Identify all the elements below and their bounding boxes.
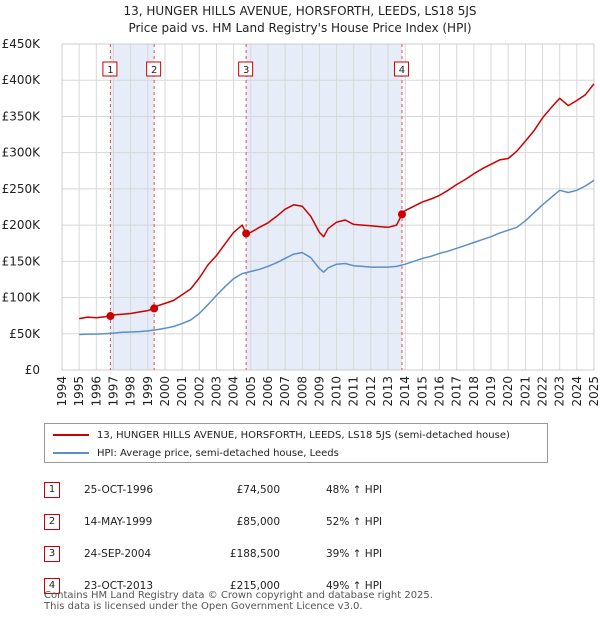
sale-hpi-change: 49% ↑ HPI	[326, 580, 383, 592]
x-tick-label: 2017	[450, 376, 464, 407]
x-tick-label: 2014	[398, 376, 412, 407]
sale-number-box-2	[146, 61, 162, 77]
sale-point-3	[242, 229, 251, 238]
ownership-shade-2	[246, 44, 402, 370]
ownership-shade-1	[110, 44, 155, 370]
sale-hpi-change: 48% ↑ HPI	[326, 484, 383, 496]
legend-label-property: 13, HUNGER HILLS AVENUE, HORSFORTH, LEED…	[97, 429, 510, 441]
sale-date: 25-OCT-1996	[84, 484, 153, 496]
x-tick-label: 2021	[518, 376, 532, 407]
y-tick-label: £250K	[2, 182, 42, 196]
x-tick-label: 2007	[278, 376, 292, 407]
sale-number-label-3: 3	[243, 65, 249, 76]
sale-number-label-4: 4	[399, 65, 405, 76]
x-tick-label: 2015	[415, 376, 429, 407]
legend-label-hpi: HPI: Average price, semi-detached house,…	[97, 447, 339, 459]
table-row: 2 14-MAY-1999 £85,000 52% ↑ HPI	[44, 506, 446, 538]
x-tick-label: 2018	[467, 376, 481, 407]
x-tick-label: 2006	[261, 376, 275, 407]
x-tick-label: 2012	[364, 376, 378, 407]
footer: Contains HM Land Registry data © Crown c…	[44, 590, 433, 612]
x-tick-label: 2003	[209, 376, 223, 407]
sale-number-label-2: 2	[151, 65, 157, 76]
x-tick-label: 2013	[381, 376, 395, 407]
plot-area: £0 £50K £100K £150K £200K £250K £300K £350K £400…	[2, 37, 600, 407]
chart-title-line1: 13, HUNGER HILLS AVENUE, HORSFORTH, LEED…	[123, 4, 476, 18]
legend-swatch-property	[53, 434, 89, 436]
y-tick-label: £0	[25, 363, 40, 377]
x-tick-label: 2016	[433, 376, 447, 407]
sale-badge: 1	[44, 482, 60, 498]
sale-number-label-1: 1	[107, 65, 113, 76]
legend-swatch-hpi	[53, 452, 89, 454]
x-tick-label: 2020	[501, 376, 515, 407]
sale-date: 23-OCT-2013	[84, 580, 153, 592]
y-tick-label: £50K	[9, 327, 41, 341]
sale-point-1	[106, 312, 115, 321]
x-tick-label: 2009	[312, 376, 326, 407]
y-tick-label: £450K	[2, 37, 42, 51]
price-chart: 13, HUNGER HILLS AVENUE, HORSFORTH, LEED…	[2, 4, 600, 407]
y-tick-label: £200K	[2, 218, 42, 232]
sale-point-2	[150, 304, 159, 313]
x-tick-label: 2024	[570, 376, 584, 407]
footer-line2: This data is licensed under the Open Gov…	[44, 601, 363, 612]
x-tick-label: 2004	[227, 376, 241, 407]
x-tick-label: 2001	[175, 376, 189, 407]
x-tick-label: 1995	[72, 376, 86, 407]
x-tick-label: 1998	[124, 376, 138, 407]
sales-table: 1 25-OCT-1996 £74,500 48% ↑ HPI 2 14-MAY…	[44, 474, 446, 602]
x-tick-label: 1999	[141, 376, 155, 407]
sale-hpi-change: 39% ↑ HPI	[326, 548, 383, 560]
x-tick-label: 2000	[158, 376, 172, 407]
sale-number-box-1	[102, 61, 118, 77]
table-row: 1 25-OCT-1996 £74,500 48% ↑ HPI	[44, 474, 446, 506]
y-tick-label: £100K	[2, 291, 42, 305]
sale-price: £188,500	[229, 548, 280, 560]
sale-date: 24-SEP-2004	[84, 548, 152, 560]
sale-number-box-4	[393, 61, 409, 77]
x-tick-label: 2002	[192, 376, 206, 407]
x-tick-label: 1997	[106, 376, 120, 407]
sale-price: £85,000	[236, 516, 280, 528]
plot-frame	[61, 43, 595, 371]
sale-badge: 3	[44, 546, 60, 562]
table-row: 3 24-SEP-2004 £188,500 39% ↑ HPI	[44, 538, 446, 570]
sale-badge: 4	[44, 578, 60, 594]
sale-hpi-change: 52% ↑ HPI	[326, 516, 383, 528]
sale-badge: 2	[44, 514, 60, 530]
legend-item-property: 13, HUNGER HILLS AVENUE, HORSFORTH, LEED…	[53, 426, 510, 444]
sale-price: £74,500	[236, 484, 280, 496]
x-tick-label: 2010	[330, 376, 344, 407]
legend-item-hpi: HPI: Average price, semi-detached house,…	[53, 444, 339, 462]
y-tick-label: £300K	[2, 146, 42, 160]
series-line-hpi	[79, 179, 595, 336]
x-tick-label: 2022	[536, 376, 550, 407]
x-tick-label: 2019	[484, 376, 498, 407]
y-tick-label: £400K	[2, 73, 42, 87]
x-tick-label: 2011	[347, 376, 361, 407]
sale-date: 14-MAY-1999	[84, 516, 153, 528]
sale-point-4	[397, 210, 406, 219]
y-tick-label: £150K	[2, 254, 42, 268]
chart-title-line2: Price paid vs. HM Land Registry's House …	[128, 21, 471, 35]
x-tick-label: 2005	[244, 376, 258, 407]
legend: 13, HUNGER HILLS AVENUE, HORSFORTH, LEED…	[44, 423, 548, 463]
table-row: 4 23-OCT-2013 £215,000 49% ↑ HPI	[44, 570, 446, 602]
x-tick-label: 1994	[55, 376, 69, 407]
x-tick-label: 2025	[587, 376, 600, 407]
footer-line1: Contains HM Land Registry data © Crown c…	[44, 590, 433, 601]
x-tick-label: 1996	[89, 376, 103, 407]
sale-number-box-3	[238, 61, 254, 77]
x-tick-label: 2023	[553, 376, 567, 407]
x-tick-label: 2008	[295, 376, 309, 407]
sale-price: £215,000	[229, 580, 280, 592]
y-tick-label: £350K	[2, 109, 42, 123]
